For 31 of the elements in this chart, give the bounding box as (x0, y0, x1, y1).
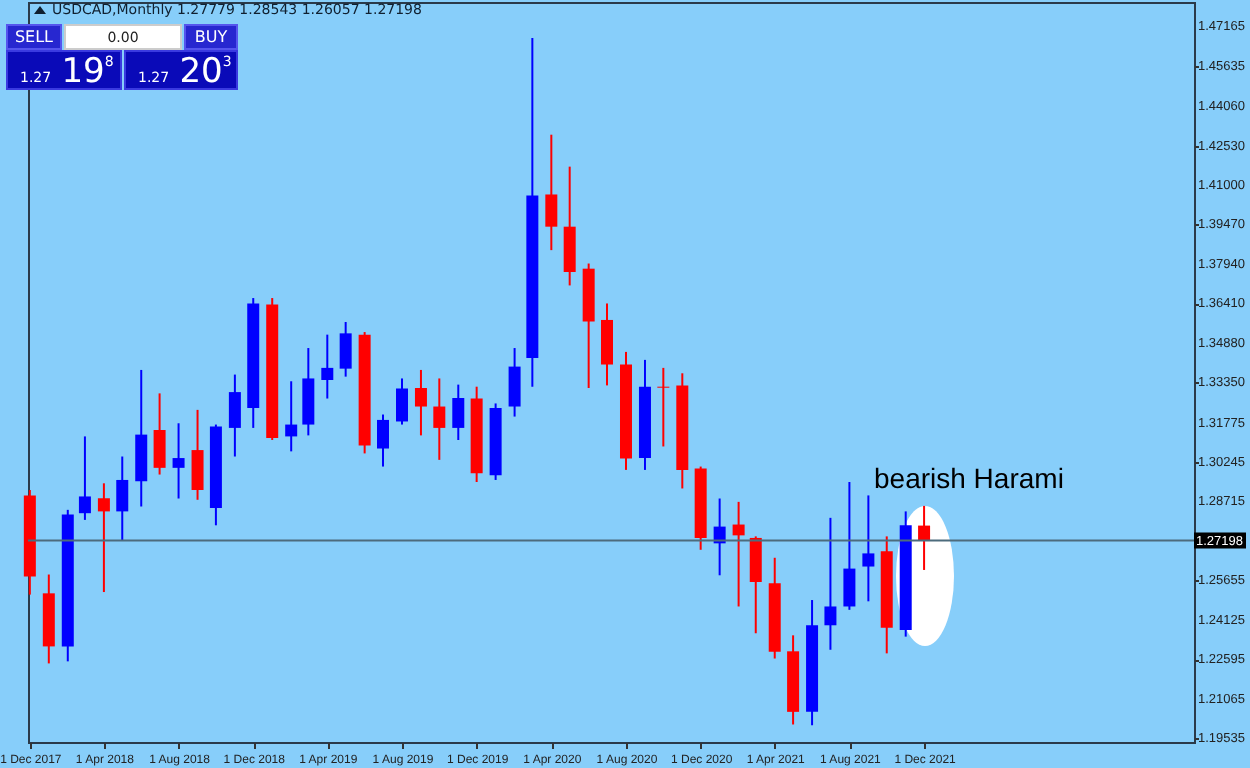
candlestick (563, 165, 576, 287)
candlestick (339, 321, 352, 378)
candlestick (824, 516, 837, 651)
candlestick (657, 366, 670, 448)
candlestick (601, 302, 614, 387)
candlestick (191, 408, 204, 501)
candlestick (97, 482, 110, 594)
candlestick (732, 500, 745, 608)
candlestick (862, 494, 875, 603)
candlestick (135, 368, 148, 508)
candlestick (172, 422, 185, 500)
candlestick (452, 383, 465, 442)
candlestick (78, 435, 91, 521)
candlestick (302, 347, 315, 437)
candlestick (153, 392, 166, 476)
candlestick (116, 455, 129, 541)
sell-button: SELL (6, 24, 62, 50)
candlestick (377, 413, 389, 468)
candlestick (749, 535, 762, 635)
candlestick (843, 481, 856, 611)
candlestick (433, 377, 446, 461)
buy-button: BUY (184, 24, 238, 50)
candlestick (395, 377, 408, 426)
candlestick (285, 380, 298, 453)
candlestick (508, 347, 521, 418)
candlestick (321, 333, 334, 400)
candlestick (228, 373, 241, 458)
candlestick (918, 504, 931, 571)
candlestick (414, 368, 427, 437)
annotation: bearish Harami (874, 462, 1064, 494)
candlestick (545, 133, 558, 252)
